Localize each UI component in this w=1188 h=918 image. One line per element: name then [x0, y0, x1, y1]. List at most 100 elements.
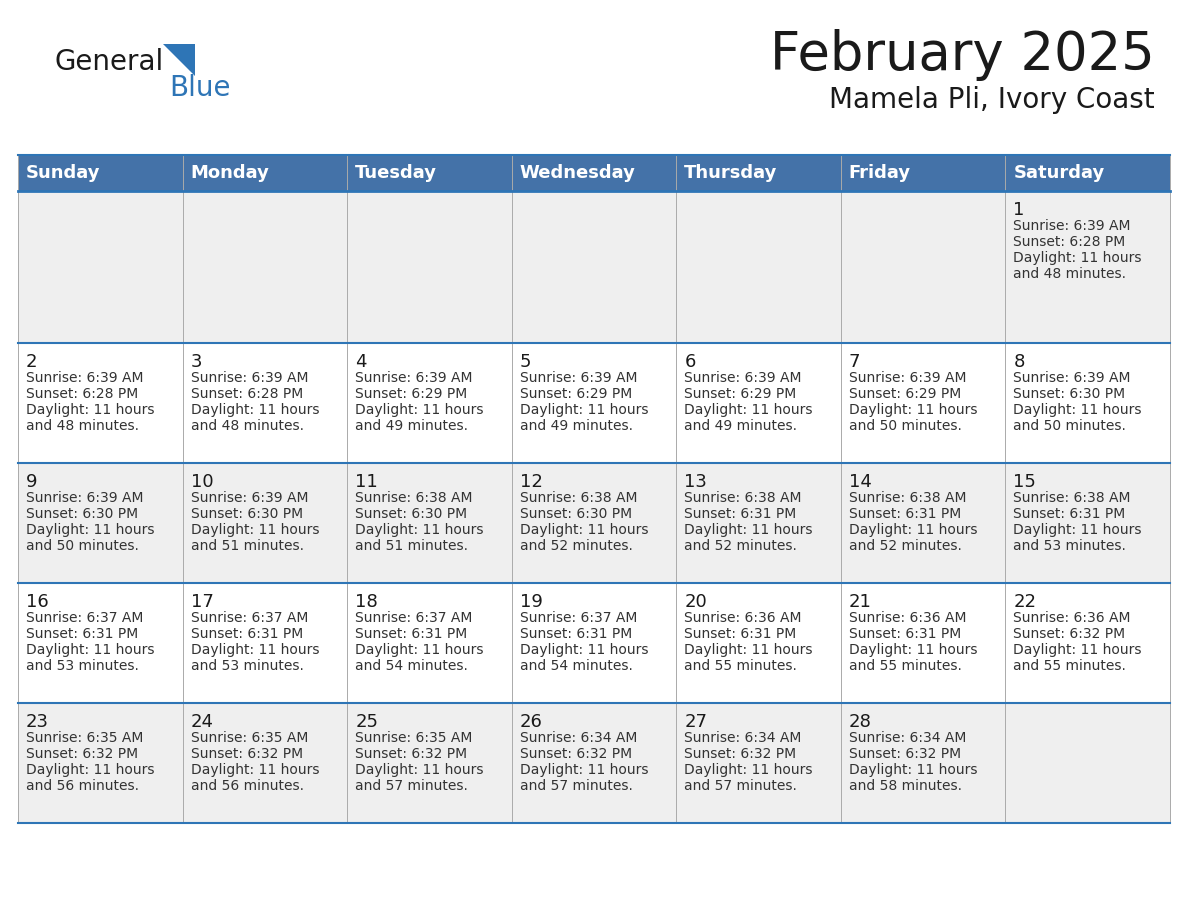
Text: Sunset: 6:29 PM: Sunset: 6:29 PM — [684, 387, 796, 401]
Text: Daylight: 11 hours: Daylight: 11 hours — [1013, 643, 1142, 657]
Text: Sunrise: 6:34 AM: Sunrise: 6:34 AM — [519, 731, 637, 745]
Text: Sunset: 6:31 PM: Sunset: 6:31 PM — [684, 627, 796, 641]
Text: and 51 minutes.: and 51 minutes. — [190, 539, 304, 553]
Text: Sunset: 6:32 PM: Sunset: 6:32 PM — [684, 747, 796, 761]
Text: Sunrise: 6:37 AM: Sunrise: 6:37 AM — [190, 611, 308, 625]
Bar — [18, 155, 183, 191]
Text: Sunrise: 6:38 AM: Sunrise: 6:38 AM — [1013, 491, 1131, 505]
Bar — [1005, 155, 1170, 191]
Text: Sunrise: 6:36 AM: Sunrise: 6:36 AM — [1013, 611, 1131, 625]
Text: and 48 minutes.: and 48 minutes. — [26, 419, 139, 433]
Bar — [18, 191, 183, 343]
Text: Sunset: 6:31 PM: Sunset: 6:31 PM — [849, 507, 961, 521]
Text: Sunrise: 6:35 AM: Sunrise: 6:35 AM — [26, 731, 144, 745]
Text: Daylight: 11 hours: Daylight: 11 hours — [1013, 403, 1142, 417]
Text: Sunset: 6:31 PM: Sunset: 6:31 PM — [849, 627, 961, 641]
Bar — [1005, 191, 1170, 343]
Text: Daylight: 11 hours: Daylight: 11 hours — [684, 523, 813, 537]
Text: Mamela Pli, Ivory Coast: Mamela Pli, Ivory Coast — [829, 86, 1155, 114]
Text: Sunrise: 6:38 AM: Sunrise: 6:38 AM — [849, 491, 966, 505]
Text: Sunset: 6:31 PM: Sunset: 6:31 PM — [684, 507, 796, 521]
Text: Daylight: 11 hours: Daylight: 11 hours — [355, 403, 484, 417]
Text: Sunset: 6:31 PM: Sunset: 6:31 PM — [1013, 507, 1126, 521]
Bar — [347, 343, 512, 463]
Text: Daylight: 11 hours: Daylight: 11 hours — [26, 763, 154, 777]
Text: and 49 minutes.: and 49 minutes. — [684, 419, 797, 433]
Bar — [512, 463, 676, 583]
Text: and 48 minutes.: and 48 minutes. — [1013, 267, 1126, 281]
Text: Sunset: 6:30 PM: Sunset: 6:30 PM — [190, 507, 303, 521]
Bar — [18, 463, 183, 583]
Text: Sunset: 6:30 PM: Sunset: 6:30 PM — [26, 507, 138, 521]
Text: and 57 minutes.: and 57 minutes. — [684, 779, 797, 793]
Text: and 56 minutes.: and 56 minutes. — [26, 779, 139, 793]
Text: and 52 minutes.: and 52 minutes. — [684, 539, 797, 553]
Bar — [347, 191, 512, 343]
Text: 26: 26 — [519, 713, 543, 731]
Text: Thursday: Thursday — [684, 164, 778, 182]
Text: Sunset: 6:32 PM: Sunset: 6:32 PM — [190, 747, 303, 761]
Text: 20: 20 — [684, 593, 707, 611]
Text: Daylight: 11 hours: Daylight: 11 hours — [26, 523, 154, 537]
Text: and 53 minutes.: and 53 minutes. — [26, 659, 139, 673]
Text: Daylight: 11 hours: Daylight: 11 hours — [849, 523, 978, 537]
Text: and 58 minutes.: and 58 minutes. — [849, 779, 962, 793]
Text: Sunday: Sunday — [26, 164, 101, 182]
Bar — [183, 583, 347, 703]
Text: Daylight: 11 hours: Daylight: 11 hours — [1013, 251, 1142, 265]
Text: Daylight: 11 hours: Daylight: 11 hours — [355, 763, 484, 777]
Text: Sunrise: 6:39 AM: Sunrise: 6:39 AM — [1013, 219, 1131, 233]
Bar — [1005, 463, 1170, 583]
Text: and 49 minutes.: and 49 minutes. — [355, 419, 468, 433]
Text: Sunset: 6:31 PM: Sunset: 6:31 PM — [26, 627, 138, 641]
Text: Sunrise: 6:37 AM: Sunrise: 6:37 AM — [519, 611, 637, 625]
Text: Sunset: 6:30 PM: Sunset: 6:30 PM — [519, 507, 632, 521]
Text: and 57 minutes.: and 57 minutes. — [519, 779, 632, 793]
Text: Sunset: 6:32 PM: Sunset: 6:32 PM — [355, 747, 467, 761]
Text: Sunrise: 6:36 AM: Sunrise: 6:36 AM — [684, 611, 802, 625]
Bar — [1005, 703, 1170, 823]
Text: Daylight: 11 hours: Daylight: 11 hours — [519, 643, 649, 657]
Text: Daylight: 11 hours: Daylight: 11 hours — [190, 643, 320, 657]
Text: Sunset: 6:31 PM: Sunset: 6:31 PM — [355, 627, 467, 641]
Text: Daylight: 11 hours: Daylight: 11 hours — [849, 643, 978, 657]
Text: and 55 minutes.: and 55 minutes. — [1013, 659, 1126, 673]
Text: General: General — [55, 48, 164, 76]
Text: and 50 minutes.: and 50 minutes. — [1013, 419, 1126, 433]
Text: Sunrise: 6:39 AM: Sunrise: 6:39 AM — [1013, 371, 1131, 385]
Bar — [183, 191, 347, 343]
Text: 12: 12 — [519, 473, 543, 491]
Text: and 50 minutes.: and 50 minutes. — [849, 419, 962, 433]
Text: Daylight: 11 hours: Daylight: 11 hours — [355, 523, 484, 537]
Bar — [841, 463, 1005, 583]
Bar — [347, 155, 512, 191]
Text: and 48 minutes.: and 48 minutes. — [190, 419, 304, 433]
Text: and 54 minutes.: and 54 minutes. — [519, 659, 632, 673]
Text: and 53 minutes.: and 53 minutes. — [1013, 539, 1126, 553]
Bar — [841, 583, 1005, 703]
Bar — [18, 583, 183, 703]
Bar — [676, 343, 841, 463]
Text: 18: 18 — [355, 593, 378, 611]
Text: Sunrise: 6:39 AM: Sunrise: 6:39 AM — [190, 491, 308, 505]
Text: and 54 minutes.: and 54 minutes. — [355, 659, 468, 673]
Text: and 56 minutes.: and 56 minutes. — [190, 779, 304, 793]
Text: 1: 1 — [1013, 201, 1025, 219]
Text: Sunset: 6:29 PM: Sunset: 6:29 PM — [519, 387, 632, 401]
Text: Blue: Blue — [169, 74, 230, 102]
Text: and 52 minutes.: and 52 minutes. — [519, 539, 632, 553]
Text: 23: 23 — [26, 713, 49, 731]
Text: 9: 9 — [26, 473, 38, 491]
Text: Sunrise: 6:35 AM: Sunrise: 6:35 AM — [190, 731, 308, 745]
Text: 5: 5 — [519, 353, 531, 371]
Text: 14: 14 — [849, 473, 872, 491]
Bar — [347, 703, 512, 823]
Text: 15: 15 — [1013, 473, 1036, 491]
Text: Sunrise: 6:38 AM: Sunrise: 6:38 AM — [519, 491, 637, 505]
Text: 28: 28 — [849, 713, 872, 731]
Bar — [183, 343, 347, 463]
Text: 13: 13 — [684, 473, 707, 491]
Text: Sunrise: 6:39 AM: Sunrise: 6:39 AM — [684, 371, 802, 385]
Text: Sunrise: 6:38 AM: Sunrise: 6:38 AM — [684, 491, 802, 505]
Text: 2: 2 — [26, 353, 38, 371]
